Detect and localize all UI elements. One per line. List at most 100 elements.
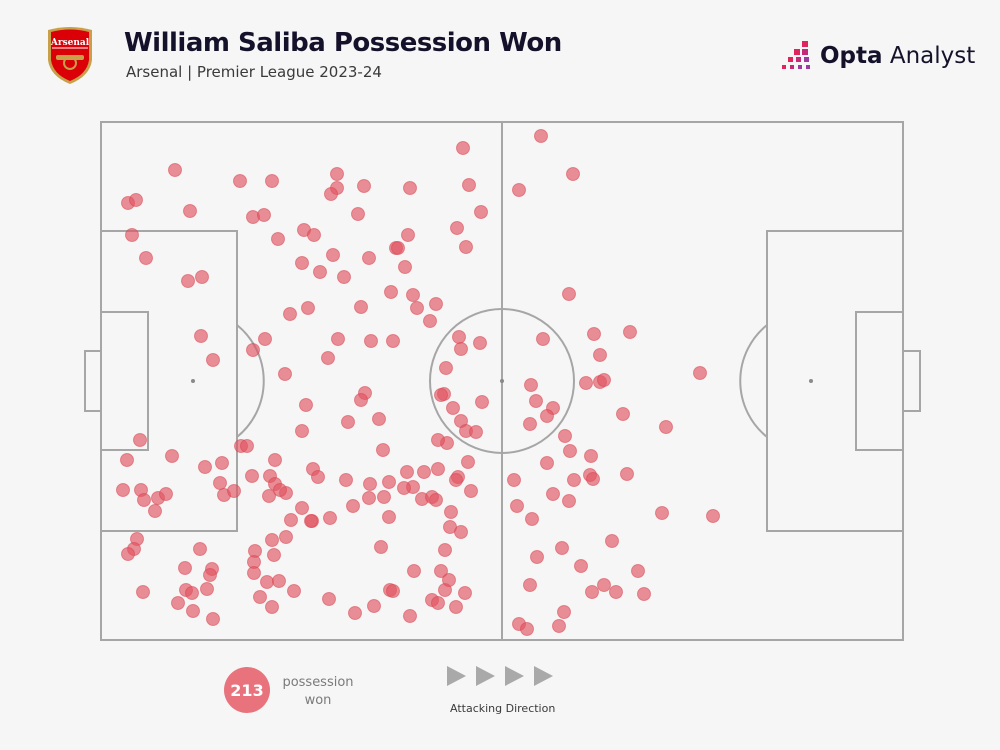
possession-won-point: [247, 566, 261, 580]
possession-won-point: [423, 314, 437, 328]
possession-won-point: [181, 274, 195, 288]
count-label: possession won: [282, 675, 354, 708]
possession-won-point: [295, 256, 309, 270]
possession-won-point: [429, 493, 443, 507]
count-badge: 213: [224, 667, 270, 713]
possession-won-point: [444, 505, 458, 519]
page-title: William Saliba Possession Won: [124, 28, 562, 58]
possession-won-point: [443, 520, 457, 534]
possession-won-point: [331, 332, 345, 346]
possession-won-point: [295, 501, 309, 515]
possession-won-point: [562, 494, 576, 508]
possession-won-point: [462, 178, 476, 192]
possession-won-point: [605, 534, 619, 548]
possession-won-point: [287, 584, 301, 598]
possession-won-point: [137, 493, 151, 507]
possession-won-point: [410, 301, 424, 315]
legend: [0, 650, 1000, 750]
possession-won-point: [203, 568, 217, 582]
possession-won-point: [449, 600, 463, 614]
possession-won-point: [474, 205, 488, 219]
possession-won-point: [584, 449, 598, 463]
possession-won-point: [431, 596, 445, 610]
possession-won-point: [382, 510, 396, 524]
possession-won-point: [397, 481, 411, 495]
possession-won-point: [116, 483, 130, 497]
possession-won-point: [377, 490, 391, 504]
opta-logo-icon: [782, 41, 810, 69]
possession-won-point: [206, 612, 220, 626]
possession-won-point: [529, 394, 543, 408]
possession-won-point: [265, 600, 279, 614]
possession-won-point: [574, 559, 588, 573]
possession-won-point: [168, 163, 182, 177]
possession-won-point: [540, 409, 554, 423]
possession-won-point: [407, 564, 421, 578]
header: Arsenal William Saliba Possession Won Ar…: [0, 0, 1000, 100]
possession-won-point: [562, 287, 576, 301]
right-penalty-box: [766, 230, 904, 532]
possession-won-point: [260, 575, 274, 589]
left-penalty-arc: [236, 324, 265, 438]
possession-won-point: [363, 477, 377, 491]
possession-won-point: [341, 415, 355, 429]
possession-won-point: [525, 512, 539, 526]
possession-won-point: [563, 444, 577, 458]
possession-won-point: [271, 232, 285, 246]
possession-won-point: [382, 475, 396, 489]
possession-won-point: [227, 484, 241, 498]
possession-won-point: [258, 332, 272, 346]
possession-won-point: [178, 561, 192, 575]
possession-won-point: [616, 407, 630, 421]
possession-won-point: [655, 506, 669, 520]
possession-won-point: [452, 330, 466, 344]
possession-won-point: [348, 606, 362, 620]
possession-won-point: [566, 167, 580, 181]
possession-won-point: [337, 270, 351, 284]
play-arrow-icon: [505, 666, 524, 686]
possession-won-point: [546, 487, 560, 501]
possession-won-point: [265, 174, 279, 188]
right-six-yard-box: [855, 311, 904, 451]
possession-won-point: [439, 361, 453, 375]
possession-won-point: [386, 584, 400, 598]
possession-won-point: [520, 622, 534, 636]
possession-won-point: [278, 367, 292, 381]
possession-won-point: [597, 373, 611, 387]
possession-won-point: [121, 547, 135, 561]
possession-won-point: [386, 334, 400, 348]
possession-won-point: [272, 574, 286, 588]
possession-won-point: [597, 578, 611, 592]
possession-won-point: [693, 366, 707, 380]
play-arrow-icon: [534, 666, 553, 686]
possession-won-point: [512, 183, 526, 197]
possession-won-point: [510, 499, 524, 513]
possession-won-point: [431, 462, 445, 476]
possession-won-point: [609, 585, 623, 599]
possession-won-point: [268, 453, 282, 467]
left-six-yard-box: [100, 311, 149, 451]
possession-won-point: [240, 439, 254, 453]
possession-won-point: [438, 543, 452, 557]
football-pitch: [84, 121, 921, 641]
possession-won-point: [159, 487, 173, 501]
play-arrow-icon: [447, 666, 466, 686]
possession-won-point: [165, 449, 179, 463]
possession-won-point: [579, 376, 593, 390]
possession-won-point: [183, 204, 197, 218]
possession-won-point: [406, 288, 420, 302]
possession-won-point: [313, 265, 327, 279]
possession-won-point: [536, 332, 550, 346]
centre-spot: [500, 379, 504, 383]
possession-won-point: [311, 470, 325, 484]
possession-won-point: [321, 351, 335, 365]
pitch-lines: [84, 121, 921, 641]
possession-won-point: [362, 491, 376, 505]
possession-won-point: [706, 509, 720, 523]
possession-won-point: [367, 599, 381, 613]
possession-won-point: [585, 585, 599, 599]
possession-won-point: [136, 585, 150, 599]
possession-won-point: [429, 297, 443, 311]
possession-won-point: [587, 327, 601, 341]
possession-won-point: [326, 248, 340, 262]
